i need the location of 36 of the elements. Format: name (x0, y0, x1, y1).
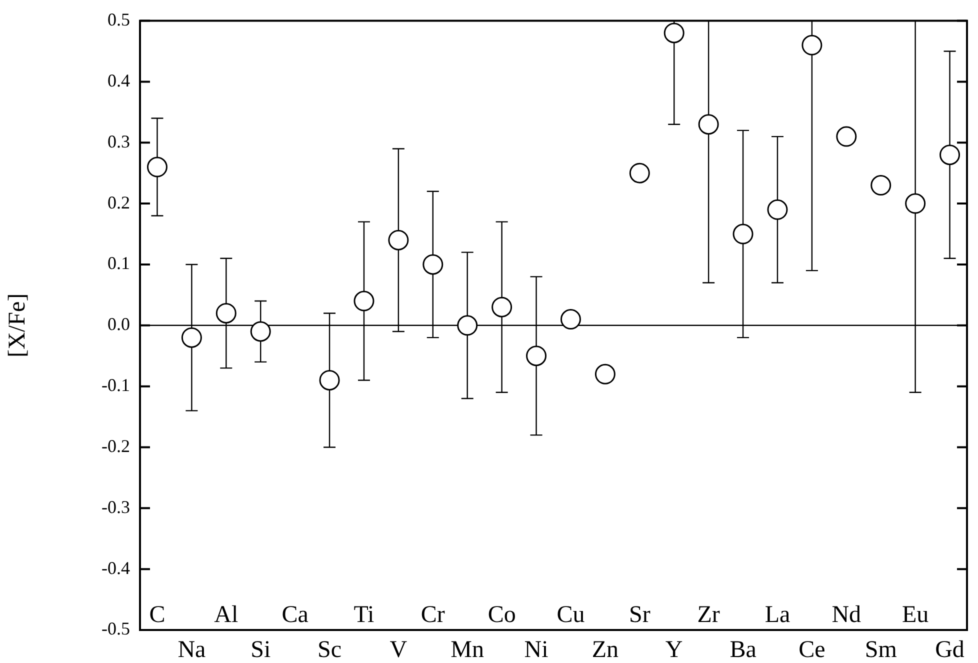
x-tick-label: C (149, 602, 166, 628)
y-tick-label: 0.3 (108, 131, 130, 152)
x-tick-label: Ti (354, 602, 375, 628)
y-tick-label: 0.4 (108, 70, 130, 90)
y-tick-label: 0.5 (108, 10, 130, 30)
x-tick-label: Sr (628, 602, 650, 628)
y-tick-label: 0.2 (108, 192, 130, 212)
y-tick-label: -0.2 (102, 436, 130, 456)
x-tick-label: Si (250, 637, 271, 663)
x-tick-label: Cu (556, 602, 585, 628)
y-tick-label: 0.0 (108, 314, 130, 334)
x-tick-label: Mn (450, 637, 484, 663)
x-tick-label: Na (178, 637, 206, 663)
x-tick-label: Zn (592, 637, 619, 663)
y-tick-label: 0.1 (108, 253, 130, 274)
x-tick-label: Nd (832, 602, 862, 628)
x-tick-label: Y (665, 637, 683, 663)
y-tick-label: -0.5 (102, 618, 130, 639)
x-tick-label: Eu (902, 602, 929, 628)
x-tick-label: Zr (697, 602, 720, 628)
y-tick-label: -0.3 (102, 496, 130, 517)
x-tick-label: Ba (730, 637, 757, 663)
x-tick-label: Ni (524, 637, 549, 663)
y-tick-label: -0.4 (102, 558, 130, 578)
x-tick-label: Al (214, 602, 238, 628)
x-tick-label: V (390, 637, 408, 663)
x-tick-label: Co (488, 602, 516, 628)
y-tick-label: -0.1 (102, 375, 130, 396)
x-tick-label: Ce (798, 637, 826, 663)
x-tick-label: Sc (318, 637, 342, 663)
x-tick-label: Gd (935, 637, 964, 663)
y-axis-title: [X/Fe] (4, 293, 31, 358)
x-tick-label: Ca (282, 602, 309, 628)
x-tick-label: Cr (420, 602, 445, 628)
x-tick-label: Sm (864, 637, 898, 663)
x-tick-label: La (764, 602, 790, 628)
